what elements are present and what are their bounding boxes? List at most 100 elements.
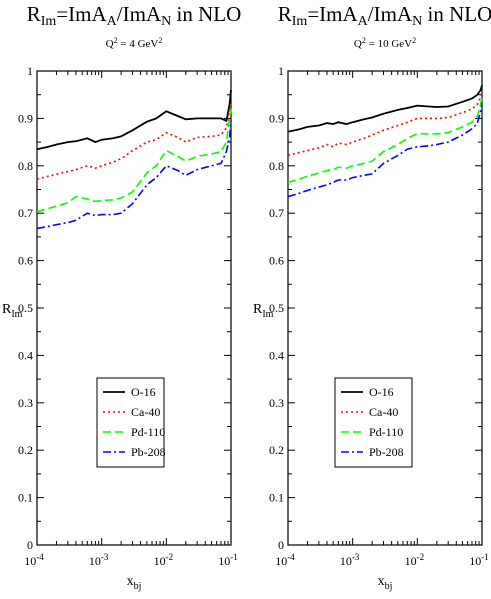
title-subscript: Im <box>292 14 308 29</box>
x-tick-label: 10-2 <box>154 552 174 568</box>
series-line-pb-208 <box>36 120 232 230</box>
x-tick-exponent: -1 <box>230 552 238 562</box>
legend: O-16 Ca-40 Pd-110 Pb-208 <box>96 377 166 468</box>
chart-title: RIm=ImAA/ImAN in NLO <box>27 2 242 29</box>
text-span: 10 <box>218 554 230 568</box>
subtitle-superscript: 2 <box>114 36 118 45</box>
x-tick-exponent: -4 <box>36 552 44 562</box>
y-tick-label: 0.4 <box>269 348 284 362</box>
text-span: 10 <box>24 554 36 568</box>
y-axis-label-subscript: Im <box>11 309 22 320</box>
series-line-pd-110 <box>36 108 232 213</box>
y-tick-label: 0.1 <box>269 491 284 505</box>
chart-subtitle: Q2 = 4 GeV2 <box>106 36 163 50</box>
title-subscript: Im <box>41 14 57 29</box>
subtitle-superscript: 2 <box>412 36 416 45</box>
x-tick-exponent: -1 <box>481 552 489 562</box>
x-tick-label: 10-4 <box>275 552 295 568</box>
y-tick-label: 0.4 <box>18 348 33 362</box>
y-tick-label: 1 <box>27 64 33 78</box>
text-span: R <box>278 2 292 26</box>
x-axis-label-subscript: bj <box>134 581 142 592</box>
subtitle-superscript: 2 <box>362 36 366 45</box>
y-tick-label: 0.1 <box>18 491 33 505</box>
y-tick-label: 0.6 <box>18 254 33 268</box>
y-tick-label: 0.6 <box>269 254 284 268</box>
y-tick-label: 0.3 <box>18 396 33 410</box>
y-tick-label: 0.8 <box>269 159 284 173</box>
x-tick-exponent: -2 <box>166 552 174 562</box>
y-tick-label: 0 <box>27 538 33 552</box>
x-tick-label: 10-3 <box>89 552 109 568</box>
text-span: 10 <box>340 554 352 568</box>
text-span: Q <box>354 38 362 50</box>
title-subscript: N <box>412 14 422 29</box>
legend-label: Pb-208 <box>131 445 166 459</box>
text-span: x <box>378 574 385 589</box>
subtitle-superscript: 2 <box>158 36 162 45</box>
text-span: Q <box>106 38 114 50</box>
y-tick-label: 0.2 <box>269 443 284 457</box>
y-axis-label-subscript: Im <box>262 309 273 320</box>
title-subscript: A <box>107 14 118 29</box>
text-span: R <box>27 2 41 26</box>
x-tick-label: 10-2 <box>405 552 425 568</box>
x-tick-label: 10-1 <box>218 552 238 568</box>
y-tick-label: 1 <box>278 64 284 78</box>
y-tick-label: 0.7 <box>269 206 284 220</box>
legend-label: Pd-110 <box>131 425 165 439</box>
series-line-o-16 <box>287 84 483 133</box>
chart-subtitle: Q2 = 10 GeV2 <box>354 36 416 50</box>
y-tick-label: 0.3 <box>269 396 284 410</box>
series-line-pb-208 <box>287 104 483 198</box>
legend-label: O-16 <box>369 385 394 399</box>
legend-label: O-16 <box>131 385 156 399</box>
text-span: = 4 GeV <box>118 38 159 50</box>
text-span: x <box>127 574 134 589</box>
y-tick-label: 0.5 <box>269 301 284 315</box>
x-tick-label: 10-4 <box>24 552 44 568</box>
x-tick-exponent: -2 <box>417 552 425 562</box>
title-subscript: N <box>161 14 171 29</box>
legend-label: Pb-208 <box>369 445 404 459</box>
y-tick-label: 0 <box>278 538 284 552</box>
text-span: 10 <box>89 554 101 568</box>
legend-label: Pd-110 <box>369 425 403 439</box>
text-span: /ImA <box>368 2 413 26</box>
text-span: in NLO <box>422 2 491 26</box>
series-line-pd-110 <box>287 96 483 184</box>
series-line-ca-40 <box>36 101 232 180</box>
text-span: R <box>2 302 12 317</box>
text-span: R <box>253 302 263 317</box>
plot-frame <box>287 70 483 546</box>
legend: O-16 Ca-40 Pd-110 Pb-208 <box>334 377 413 468</box>
title-subscript: A <box>358 14 369 29</box>
y-tick-label: 0.9 <box>269 111 284 125</box>
y-axis-label: RIm <box>253 302 274 320</box>
x-axis-label-subscript: bj <box>385 581 393 592</box>
text-span: =ImA <box>307 2 358 26</box>
y-tick-label: 0.5 <box>18 301 33 315</box>
text-span: 10 <box>469 554 481 568</box>
text-span: 10 <box>275 554 287 568</box>
text-span: in NLO <box>171 2 241 26</box>
x-axis-label: xbj <box>127 574 142 592</box>
legend-label: Ca-40 <box>131 405 160 419</box>
text-span: =ImA <box>56 2 107 26</box>
series-line-o-16 <box>36 89 232 151</box>
text-span: 10 <box>154 554 166 568</box>
y-tick-label: 0.7 <box>18 206 33 220</box>
x-tick-label: 10-1 <box>469 552 489 568</box>
x-tick-exponent: -4 <box>287 552 295 562</box>
text-span: /ImA <box>117 2 162 26</box>
x-tick-exponent: -3 <box>101 552 109 562</box>
x-tick-exponent: -3 <box>352 552 360 562</box>
chart-title: RIm=ImAA/ImAN in NLO <box>278 2 491 29</box>
legend-label: Ca-40 <box>369 405 398 419</box>
series-line-ca-40 <box>287 92 483 157</box>
y-tick-label: 0.2 <box>18 443 33 457</box>
y-tick-label: 0.9 <box>18 111 33 125</box>
